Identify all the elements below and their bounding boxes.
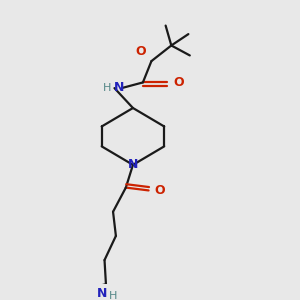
Text: N: N: [128, 158, 138, 171]
Text: H: H: [109, 291, 117, 300]
Text: O: O: [136, 45, 146, 58]
Text: O: O: [155, 184, 166, 197]
Text: O: O: [173, 76, 184, 89]
Text: N: N: [114, 81, 124, 94]
Text: N: N: [97, 287, 107, 300]
Text: H: H: [103, 82, 112, 92]
